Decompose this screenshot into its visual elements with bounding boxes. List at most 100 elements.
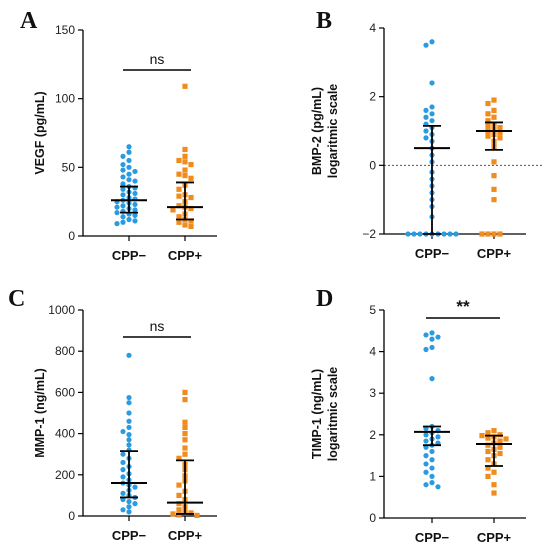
y-tick-label: 0 <box>68 229 75 243</box>
data-point <box>485 123 491 129</box>
data-point <box>132 168 138 175</box>
data-point <box>182 451 188 457</box>
data-point <box>132 201 138 208</box>
data-point <box>429 344 435 351</box>
data-point <box>429 111 435 117</box>
x-tick-label: CPP+ <box>477 246 512 261</box>
panel-b: B −2 0 2 4 CPP− CPP+ BMP-2 (pg/mL) logaritmic sc… <box>310 8 544 261</box>
x-tick-label: CPP+ <box>477 530 512 545</box>
data-point <box>126 410 132 416</box>
data-point <box>120 490 126 496</box>
y-axis-title-line: logaritmic scale <box>326 367 340 462</box>
y-tick-label: 100 <box>55 92 75 106</box>
data-point <box>423 107 429 113</box>
y-axis-title-line: logaritmic scale <box>326 84 340 179</box>
data-point <box>182 424 188 431</box>
panel-c: C 0 200 400 600 800 1000 CPP− CPP+ MMP-1 (ng/mL) n… <box>8 286 217 543</box>
series-cpp-pos <box>167 83 203 229</box>
data-point <box>429 457 435 463</box>
data-point <box>423 432 429 438</box>
data-point <box>429 473 435 479</box>
data-point <box>182 419 188 425</box>
data-point <box>188 218 194 224</box>
data-point <box>485 133 491 139</box>
data-point <box>485 111 491 117</box>
data-point <box>497 231 503 237</box>
panel-letter: B <box>316 8 332 34</box>
y-tick-label: 2 <box>369 90 376 104</box>
data-point <box>126 171 132 177</box>
data-point <box>126 442 132 448</box>
data-point <box>423 469 429 475</box>
data-point <box>479 231 485 237</box>
data-point <box>423 332 429 338</box>
data-point <box>485 457 491 463</box>
data-point <box>485 442 491 448</box>
series-cpp-pos <box>476 428 512 496</box>
y-axis-title-line: BMP-2 (pg/mL) <box>310 87 324 175</box>
data-point <box>485 465 491 471</box>
data-point <box>126 177 132 183</box>
data-point <box>435 484 441 490</box>
data-point <box>429 39 435 45</box>
data-point <box>176 507 182 513</box>
data-point <box>126 424 132 431</box>
data-point <box>485 435 491 441</box>
panel-a: A 0 50 100 150 CPP− CPP+ VEGF (pg/mL) ns <box>20 8 217 263</box>
data-point <box>132 218 138 224</box>
series-cpp-neg <box>405 39 459 237</box>
y-tick-label: 0 <box>369 511 376 525</box>
data-point <box>126 400 132 406</box>
data-point <box>479 433 485 439</box>
data-point <box>423 438 429 444</box>
series-cpp-pos <box>476 97 512 237</box>
data-point <box>491 186 497 192</box>
data-point <box>114 210 120 216</box>
data-point <box>120 186 126 192</box>
data-point <box>126 437 132 443</box>
y-axis-title: BMP-2 (pg/mL) logaritmic scale <box>310 84 340 179</box>
data-point <box>435 334 441 340</box>
significance-label: ** <box>456 297 470 316</box>
panel-letter: C <box>8 286 25 312</box>
significance-label: ns <box>150 318 165 334</box>
data-point <box>188 175 194 181</box>
data-point <box>429 330 435 336</box>
data-point <box>491 114 497 120</box>
data-point <box>120 507 126 513</box>
y-tick-label: 0 <box>369 158 376 172</box>
data-point <box>182 83 188 89</box>
data-point <box>491 173 497 179</box>
data-point <box>126 432 132 438</box>
y-tick-label: 5 <box>369 303 376 317</box>
data-point <box>423 453 429 459</box>
data-point <box>132 501 138 507</box>
data-point <box>182 445 188 451</box>
y-axis-title: TIMP-1 (ng/mL) logaritmic scale <box>310 367 340 462</box>
data-point <box>491 428 497 434</box>
data-point <box>182 153 188 159</box>
y-tick-label: 800 <box>55 344 75 358</box>
x-tick-label: CPP− <box>415 530 450 545</box>
data-point <box>126 509 132 515</box>
panel-letter: D <box>316 286 333 312</box>
data-point <box>182 397 188 403</box>
data-point <box>132 207 138 213</box>
x-tick-label: CPP− <box>112 528 147 543</box>
data-point <box>423 461 429 467</box>
data-point <box>441 231 447 237</box>
data-point <box>120 214 126 220</box>
data-point <box>176 501 182 507</box>
data-point <box>176 512 182 518</box>
data-point <box>120 181 126 187</box>
data-point <box>126 394 132 401</box>
data-point <box>188 510 194 516</box>
data-point <box>423 482 429 488</box>
y-tick-label: 4 <box>369 21 376 35</box>
y-tick-label: 200 <box>55 468 75 482</box>
data-point <box>120 459 126 466</box>
data-point <box>429 465 435 471</box>
data-point <box>429 376 435 382</box>
data-point <box>491 107 497 113</box>
y-tick-label: 400 <box>55 427 75 441</box>
